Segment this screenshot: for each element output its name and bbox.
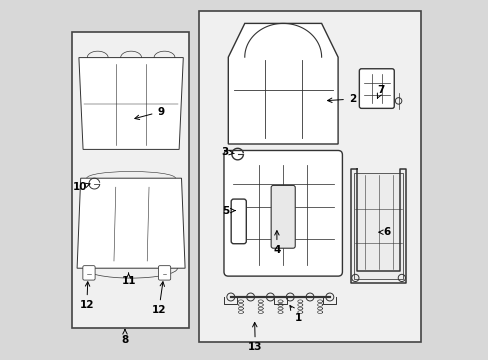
Text: 6: 6	[378, 227, 389, 237]
Text: 8: 8	[121, 329, 128, 345]
Text: 10: 10	[72, 182, 90, 192]
Bar	[354, 173, 402, 279]
Text: 9: 9	[135, 107, 164, 120]
FancyBboxPatch shape	[224, 150, 342, 276]
Text: 11: 11	[121, 273, 136, 286]
FancyBboxPatch shape	[199, 11, 420, 342]
Text: 12: 12	[80, 282, 94, 310]
Polygon shape	[77, 178, 185, 268]
Text: 12: 12	[151, 282, 166, 315]
FancyBboxPatch shape	[359, 69, 393, 108]
FancyBboxPatch shape	[158, 266, 170, 280]
Text: 3: 3	[221, 147, 234, 157]
FancyBboxPatch shape	[231, 199, 246, 244]
Text: 13: 13	[247, 323, 262, 352]
Text: 7: 7	[377, 85, 384, 98]
Polygon shape	[228, 23, 337, 144]
Text: 1: 1	[289, 306, 302, 323]
FancyBboxPatch shape	[271, 185, 295, 248]
FancyBboxPatch shape	[82, 266, 95, 280]
Text: 4: 4	[273, 231, 280, 255]
Text: 2: 2	[327, 94, 355, 104]
Text: 5: 5	[222, 206, 235, 216]
FancyBboxPatch shape	[72, 32, 188, 328]
Polygon shape	[79, 58, 183, 149]
